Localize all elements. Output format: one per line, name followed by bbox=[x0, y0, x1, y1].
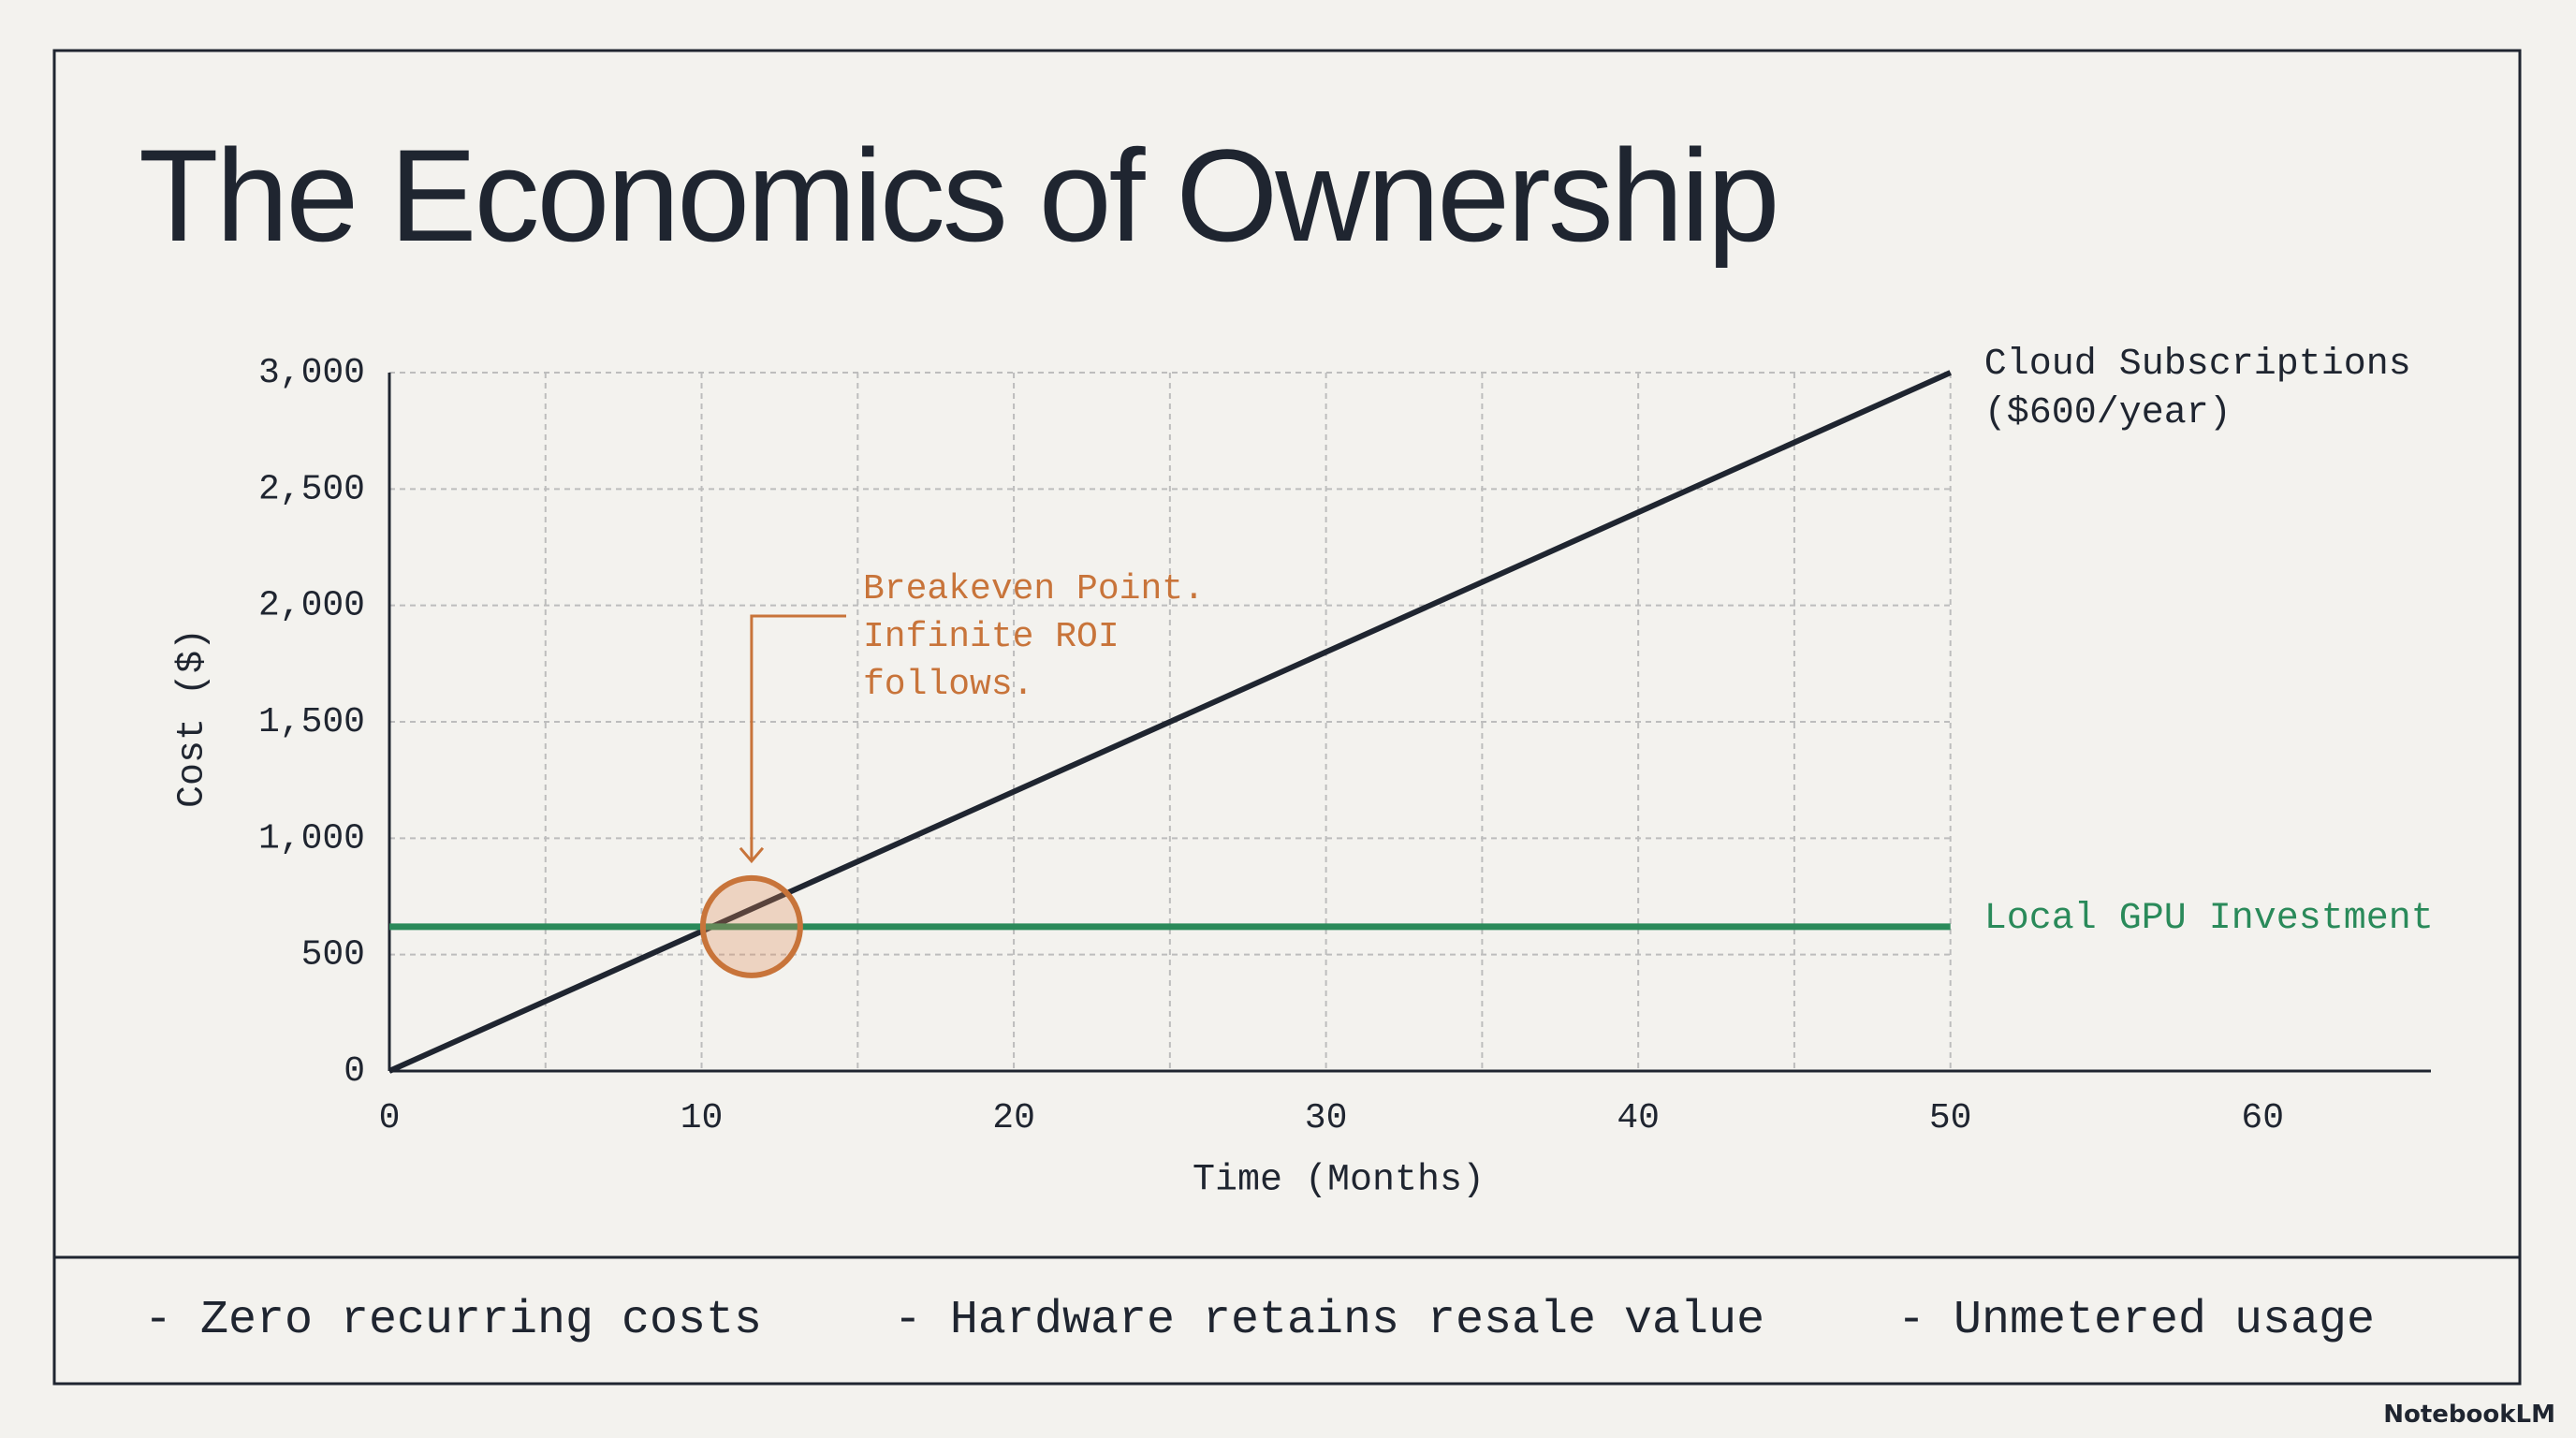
y-axis-title: Cost ($) bbox=[172, 628, 214, 808]
x-tick-label: 30 bbox=[1305, 1098, 1348, 1138]
y-tick-label: 1,500 bbox=[258, 702, 365, 742]
y-tick-label: 0 bbox=[344, 1051, 365, 1092]
x-axis-title: Time (Months) bbox=[1193, 1160, 1485, 1202]
annotation-text: Breakeven Point. Infinite ROI follows. bbox=[863, 569, 1205, 705]
annotation-connector bbox=[750, 614, 846, 861]
footer-item: - Zero recurring costs bbox=[143, 1294, 763, 1347]
x-tick-label: 10 bbox=[681, 1098, 724, 1138]
watermark: NotebookLM bbox=[2383, 1401, 2555, 1429]
x-tick-label: 0 bbox=[379, 1098, 401, 1138]
footer-item: - Unmetered usage bbox=[1896, 1294, 2376, 1347]
footer-item: - Hardware retains resale value bbox=[893, 1294, 1765, 1347]
series-label: Cloud Subscriptions ($600/year) bbox=[1983, 344, 2411, 434]
x-tick-label: 20 bbox=[992, 1098, 1035, 1138]
y-tick-label: 2,000 bbox=[258, 586, 365, 626]
annotation-arrowhead bbox=[739, 846, 765, 864]
x-tick-label: 60 bbox=[2241, 1098, 2284, 1138]
y-tick-label: 2,500 bbox=[258, 469, 365, 509]
x-tick-label: 50 bbox=[1929, 1098, 1972, 1138]
frame bbox=[52, 49, 2522, 1386]
x-tick-label: 40 bbox=[1617, 1098, 1660, 1138]
breakeven-marker bbox=[699, 874, 803, 978]
y-tick-label: 3,000 bbox=[258, 353, 365, 393]
series-label: Local GPU Investment bbox=[1983, 897, 2434, 940]
y-tick-label: 1,000 bbox=[258, 818, 365, 858]
y-tick-label: 500 bbox=[301, 935, 365, 976]
series-line bbox=[388, 370, 1952, 1074]
chart-title: The Economics of Ownership bbox=[139, 122, 1780, 269]
